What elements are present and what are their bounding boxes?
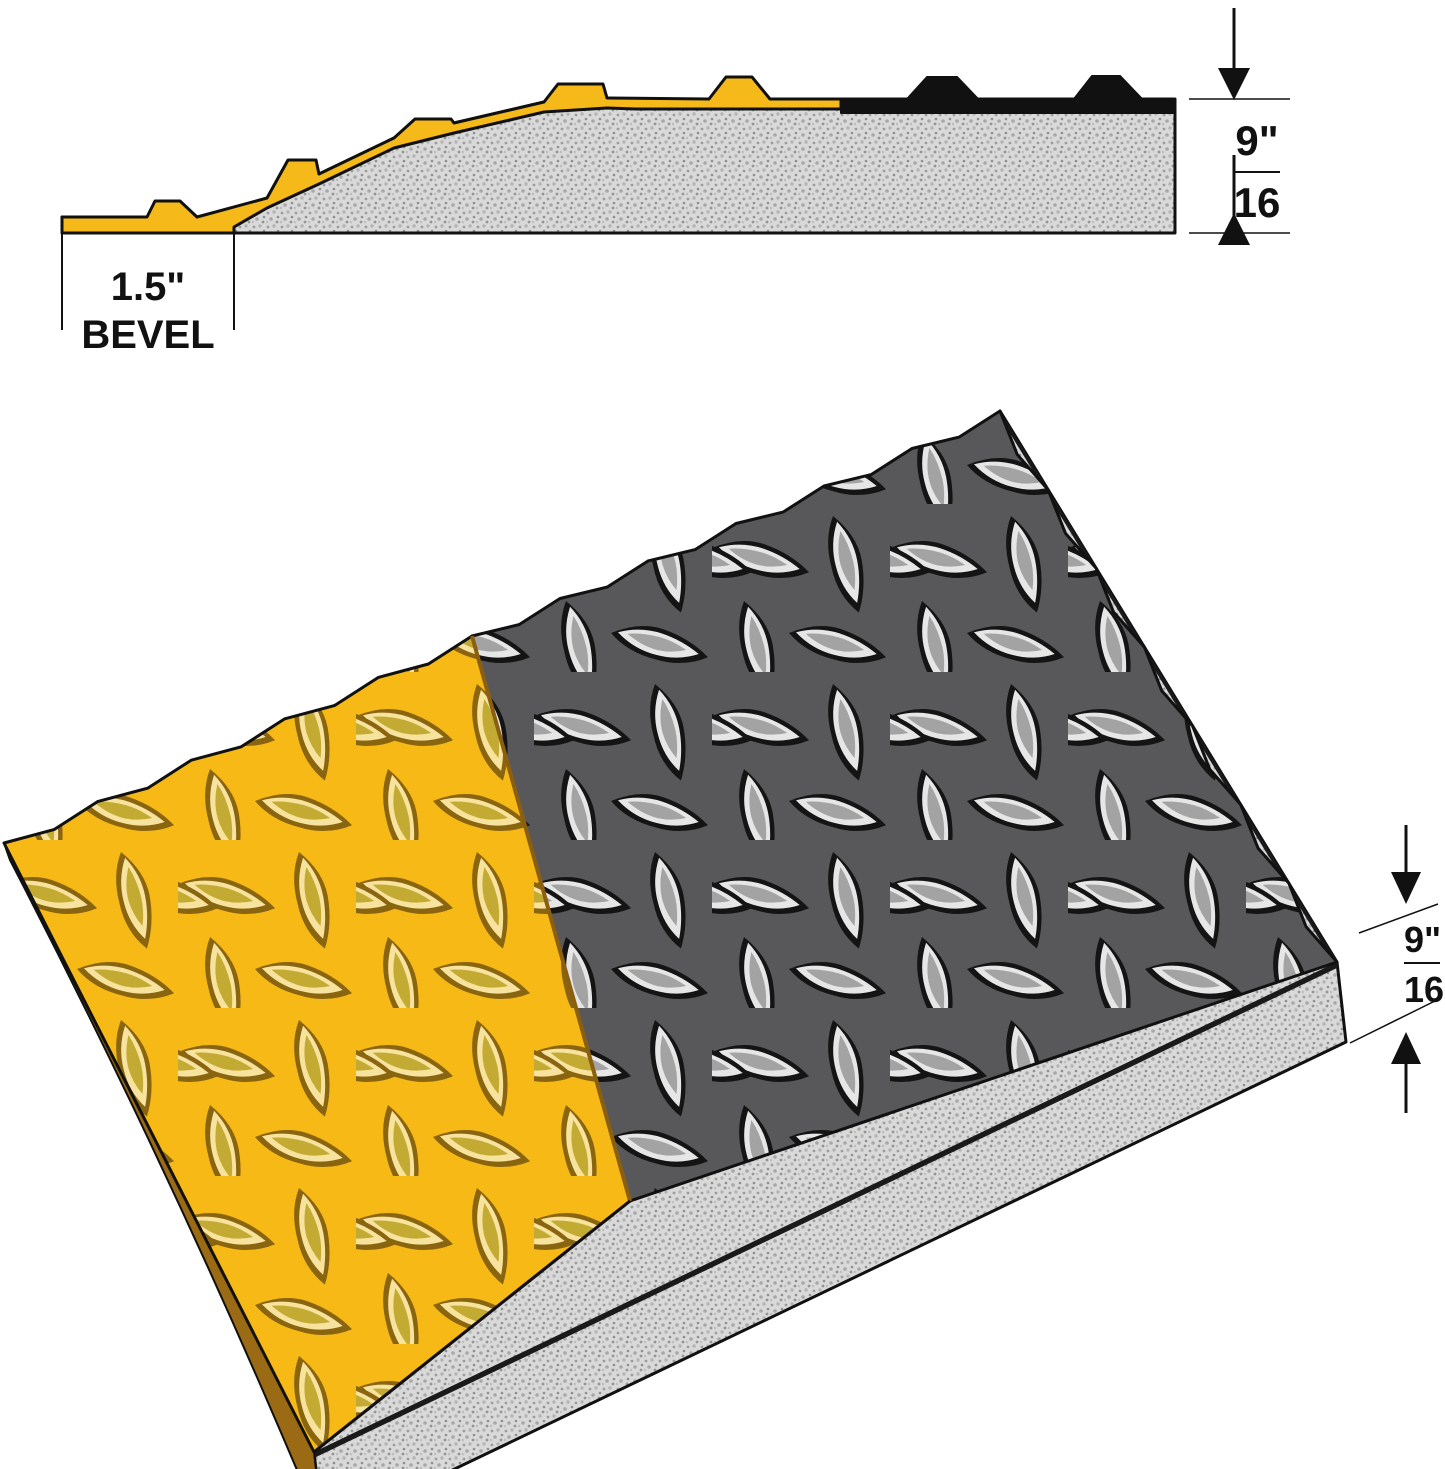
svg-text:1.5": 1.5": [111, 265, 186, 309]
svg-text:BEVEL: BEVEL: [81, 313, 214, 357]
svg-text:16: 16: [1404, 969, 1444, 1010]
svg-text:9": 9": [1404, 919, 1441, 960]
svg-text:16: 16: [1234, 179, 1281, 226]
svg-text:9": 9": [1235, 117, 1278, 164]
